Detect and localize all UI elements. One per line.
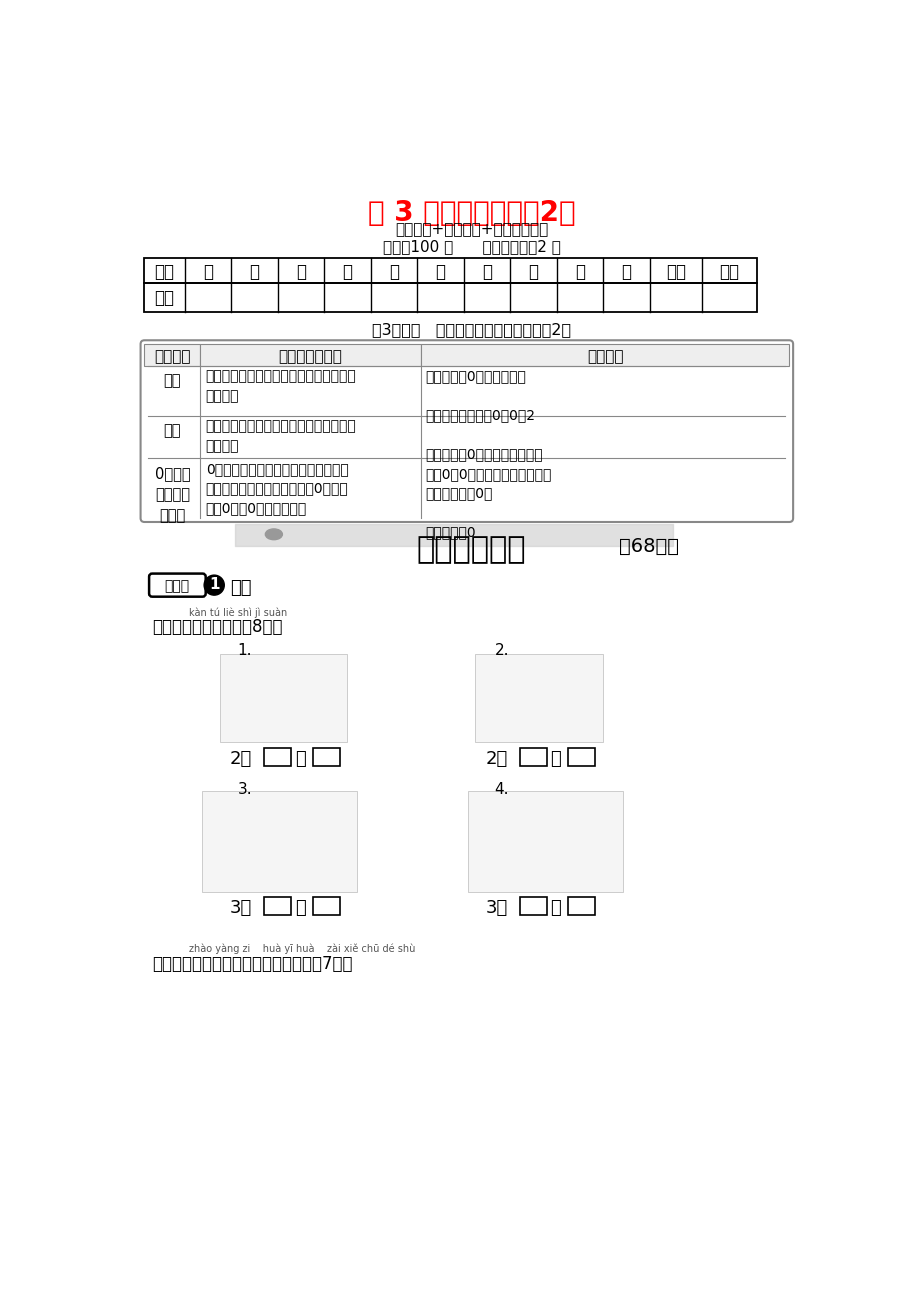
Bar [144, 283, 755, 311]
Text: 从总数里去掉一部分，求另一部分，用减
法计算。: 从总数里去掉一部分，求另一部分，用减 法计算。 [206, 419, 356, 453]
Bar [144, 258, 755, 283]
Text: （68分）: （68分） [618, 538, 678, 556]
Text: 3.: 3. [237, 783, 252, 797]
Text: 总分: 总分 [719, 263, 739, 280]
Circle shape [204, 575, 224, 595]
Bar [144, 344, 200, 366]
Bar [467, 792, 622, 892]
Text: 单元考点: 单元考点 [154, 349, 190, 363]
Bar [421, 344, 789, 366]
Text: 第 3 单元强化训练（2）: 第 3 单元强化训练（2） [368, 199, 574, 227]
Text: 加法: 加法 [230, 579, 251, 598]
Text: 三: 三 [296, 263, 306, 280]
Bar [519, 897, 546, 915]
Text: 3＋: 3＋ [485, 900, 507, 918]
Text: kàn tú liè shì jì suàn: kàn tú liè shì jì suàn [188, 608, 287, 618]
Ellipse shape [265, 529, 282, 540]
Text: 二、照样子，画一画，再写出得数。（7分）: 二、照样子，画一画，再写出得数。（7分） [152, 954, 352, 973]
Text: 四: 四 [342, 263, 352, 280]
Text: 易错点：对0的理解有误。

错题剖析：计算：0＋0＝2

错因分析：0表示一个物体也没
有，0和0相加仍然是一个物体也
没有，结果是0。

正确解答：0: 易错点：对0的理解有误。 错题剖析：计算：0＋0＝2 错因分析：0表示一个物体也… [425, 370, 551, 539]
Text: 0不仅可以表示一个也没有，还可以表
示起点。相同的两个数相减得0，任何
数加0或减0都得这个数。: 0不仅可以表示一个也没有，还可以表 示起点。相同的两个数相减得0，任何 数加0或… [206, 462, 348, 514]
Text: 加法: 加法 [164, 374, 181, 388]
Text: 1: 1 [209, 577, 220, 591]
Text: 一: 一 [203, 263, 213, 280]
FancyBboxPatch shape [141, 340, 792, 522]
Text: zhào yàng zi    huà yī huà    zài xiě chū dé shù: zhào yàng zi huà yī huà zài xiě chū dé s… [188, 944, 414, 954]
FancyBboxPatch shape [149, 574, 206, 596]
Text: 六: 六 [435, 263, 445, 280]
Bar [568, 747, 595, 766]
Text: 1.: 1. [237, 643, 252, 658]
Text: 得分: 得分 [154, 289, 175, 307]
Text: 七: 七 [482, 263, 492, 280]
Bar [475, 654, 603, 742]
Text: 五: 五 [389, 263, 399, 280]
Text: 十一: 十一 [665, 263, 686, 280]
Text: 2＋: 2＋ [485, 750, 507, 768]
Text: 2＋: 2＋ [230, 750, 252, 768]
Text: 4.: 4. [494, 783, 509, 797]
Text: 第3单元考   点梳理与易错总结一览表（2）: 第3单元考 点梳理与易错总结一览表（2） [371, 323, 571, 337]
Text: 易错总结: 易错总结 [586, 349, 623, 363]
Bar [519, 747, 546, 766]
Text: 基本概念与性质: 基本概念与性质 [278, 349, 342, 363]
Bar [264, 747, 290, 766]
Text: 2.: 2. [494, 643, 509, 658]
Text: 减法: 减法 [164, 423, 181, 439]
Text: ＝: ＝ [294, 750, 305, 768]
Text: 八: 八 [528, 263, 538, 280]
Bar [312, 897, 339, 915]
Text: ＝: ＝ [294, 900, 305, 918]
Text: 基础技能达标: 基础技能达标 [416, 535, 526, 564]
Bar [312, 747, 339, 766]
Text: 把两部分合在一起，求一共有多少，用加
法计算。: 把两部分合在一起，求一共有多少，用加 法计算。 [206, 370, 356, 404]
Text: 0的认识
及有关的
加减法: 0的认识 及有关的 加减法 [154, 466, 190, 523]
Text: 十: 十 [621, 263, 630, 280]
Text: 常考点: 常考点 [165, 579, 189, 592]
Text: 一、看图列式计算。（8分）: 一、看图列式计算。（8分） [152, 618, 282, 637]
Bar [200, 344, 421, 366]
Text: 二: 二 [249, 263, 259, 280]
Text: 考点梳理+易错总结+考点综合测评: 考点梳理+易错总结+考点综合测评 [394, 221, 548, 237]
Text: 3＋: 3＋ [230, 900, 252, 918]
Text: ＝: ＝ [550, 900, 561, 918]
Text: 题号: 题号 [154, 263, 175, 280]
Text: 满分：100 分      试卷整洁分：2 分: 满分：100 分 试卷整洁分：2 分 [382, 240, 560, 254]
Bar [568, 897, 595, 915]
Text: ＝: ＝ [550, 750, 561, 768]
Bar [220, 654, 347, 742]
Bar [264, 897, 290, 915]
Text: 九: 九 [574, 263, 584, 280]
Bar [201, 792, 357, 892]
